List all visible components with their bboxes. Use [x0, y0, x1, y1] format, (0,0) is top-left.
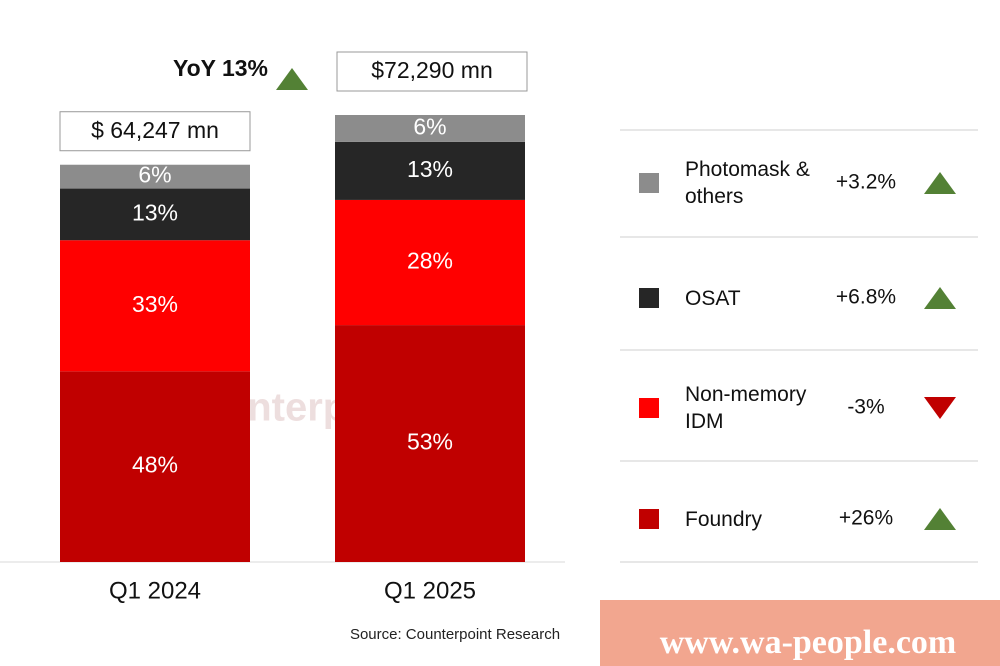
yoy-label: YoY 13%	[173, 55, 268, 81]
x-tick-label: Q1 2025	[384, 577, 476, 604]
value-label: 33%	[132, 291, 178, 317]
change-arrow	[924, 508, 956, 530]
bar-segment	[335, 325, 525, 562]
credit-banner	[600, 600, 1000, 666]
value-label: 48%	[132, 452, 178, 478]
total-box	[59, 111, 251, 152]
total-box	[336, 51, 528, 92]
yoy-arrow	[276, 68, 308, 90]
total-label: $72,290 mn	[371, 57, 492, 83]
change-label: +6.8%	[836, 286, 896, 309]
bar-segment	[60, 188, 250, 241]
value-label: 13%	[132, 199, 178, 225]
legend-label: Non-memory IDM	[685, 383, 807, 433]
change-label: +26%	[839, 507, 893, 530]
value-label: 53%	[407, 429, 453, 455]
value-label: 6%	[138, 162, 171, 188]
value-label: 13%	[407, 156, 453, 182]
source: Source: Counterpoint Research	[350, 626, 560, 643]
legend-swatch	[639, 288, 659, 308]
bar-segment	[335, 115, 525, 142]
bar-segment	[335, 141, 525, 200]
legend-swatch	[639, 509, 659, 529]
value-label: 28%	[407, 248, 453, 274]
legend-swatch	[639, 398, 659, 418]
legend-swatch	[639, 173, 659, 193]
x-tick-label: Q1 2024	[109, 577, 201, 604]
change-arrow	[924, 172, 956, 194]
bar-segment	[60, 371, 250, 562]
bar-segment	[60, 240, 250, 372]
change-label: +3.2%	[836, 171, 896, 194]
legend-label: OSAT	[685, 286, 741, 310]
value-label: 6%	[413, 113, 446, 139]
bar-segment	[60, 164, 250, 189]
change-arrow	[924, 397, 956, 419]
bar-segment	[335, 199, 525, 326]
legend-label: Photomask & others	[685, 158, 810, 208]
credit: www.wa-people.com	[660, 624, 957, 661]
legend-label: Foundry	[685, 507, 763, 531]
change-label: -3%	[847, 396, 884, 419]
change-arrow	[924, 287, 956, 309]
total-label: $ 64,247 mn	[91, 117, 219, 143]
